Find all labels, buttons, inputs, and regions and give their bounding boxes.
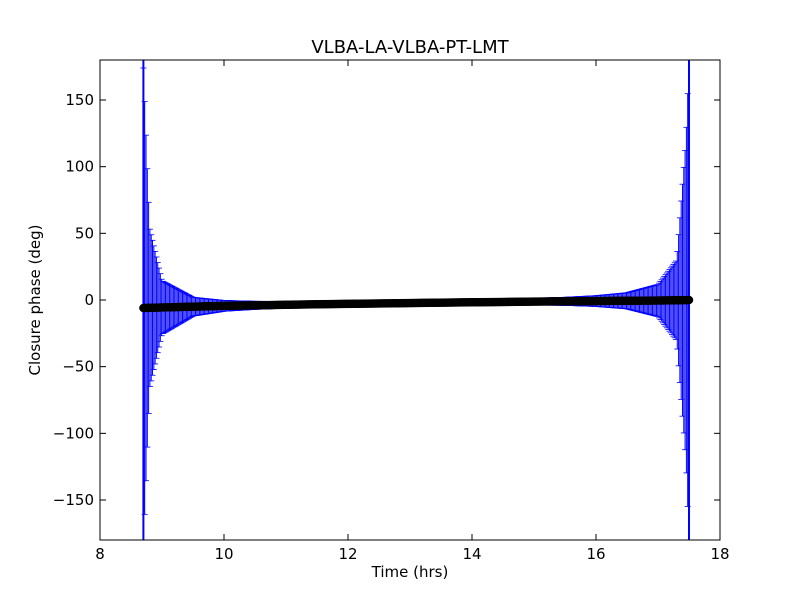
chart-title: VLBA-LA-VLBA-PT-LMT xyxy=(311,37,509,58)
x-tick-label: 18 xyxy=(710,545,729,563)
y-tick-label: −100 xyxy=(53,424,94,442)
y-axis-label: Closure phase (deg) xyxy=(26,225,44,376)
x-axis-label: Time (hrs) xyxy=(371,563,449,581)
y-tick-label: 100 xyxy=(65,158,94,176)
y-tick-label: −150 xyxy=(53,491,94,509)
x-tick-label: 10 xyxy=(214,545,233,563)
y-tick-label: −50 xyxy=(62,358,94,376)
x-ticks-layer: 8 10 12 14 16 18 xyxy=(95,60,730,563)
y-ticks-layer: −150 −100 −50 0 50 100 150 xyxy=(53,91,720,509)
data-points-layer xyxy=(139,295,694,313)
x-tick-label: 14 xyxy=(462,545,481,563)
y-tick-label: 150 xyxy=(65,91,94,109)
data-point xyxy=(684,295,694,305)
x-tick-label: 8 xyxy=(95,545,105,563)
x-tick-label: 12 xyxy=(338,545,357,563)
y-tick-label: 0 xyxy=(84,291,94,309)
x-tick-label: 16 xyxy=(586,545,605,563)
y-tick-label: 50 xyxy=(75,224,94,242)
